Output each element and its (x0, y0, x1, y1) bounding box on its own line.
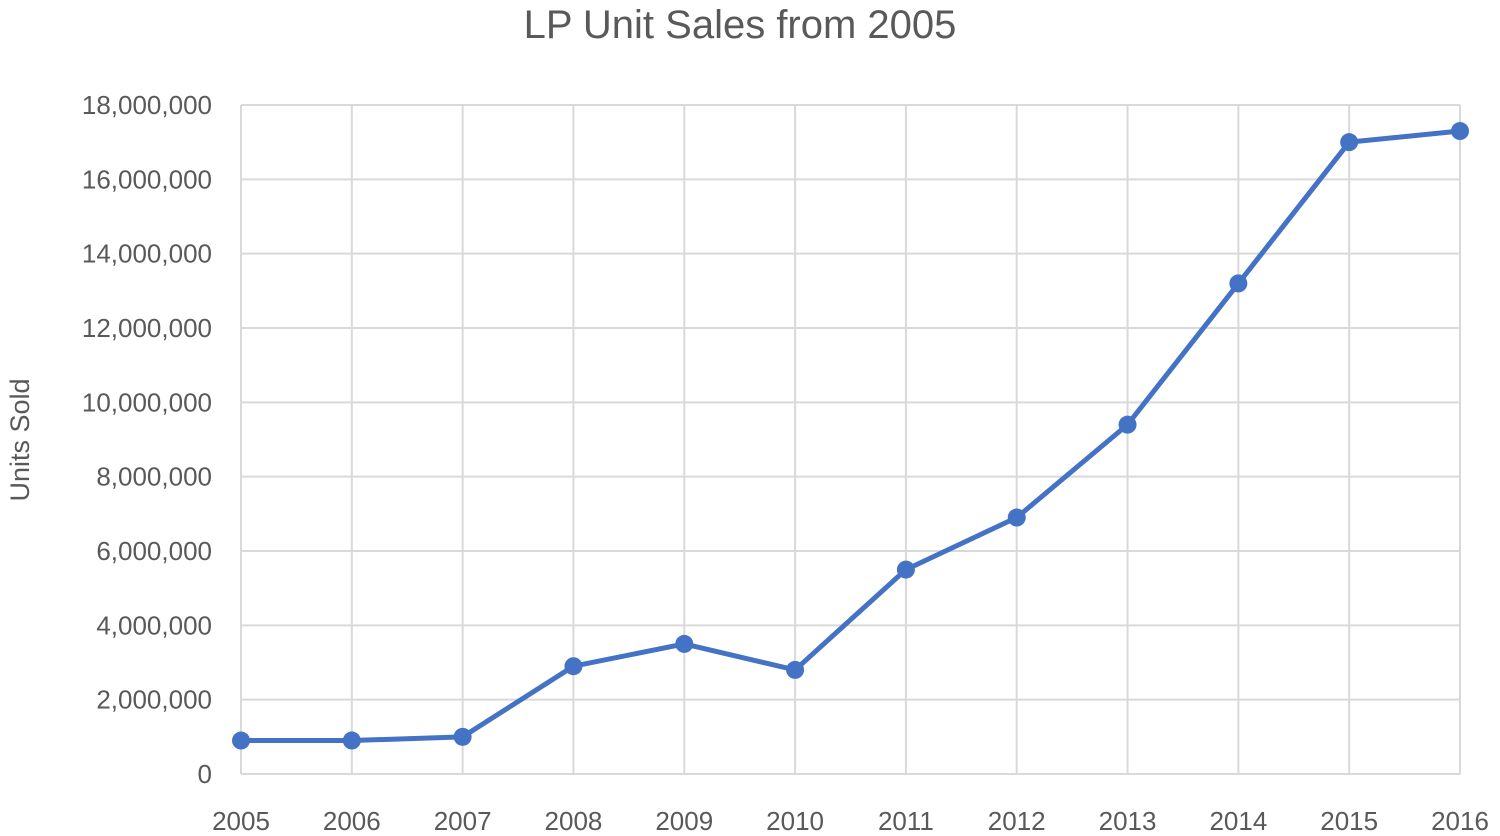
y-tick-label: 10,000,000 (82, 387, 212, 417)
x-axis-ticks: 2005 2006 2007 2008 2009 2010 2011 2012 2013 2014… (212, 806, 1489, 836)
y-axis-label: Units Sold (5, 378, 35, 501)
y-tick-label: 18,000,000 (82, 90, 212, 120)
data-point-marker (342, 731, 361, 750)
series-layer (232, 122, 1469, 750)
data-point-marker (896, 560, 915, 579)
data-point-marker (1340, 133, 1359, 152)
x-tick-label: 2006 (323, 806, 381, 836)
data-point-marker (1229, 274, 1248, 293)
data-point-marker (786, 660, 805, 679)
y-axis-ticks: 0 2,000,000 4,000,000 6,000,000 8,000,000 10,… (82, 90, 212, 789)
y-tick-label: 8,000,000 (96, 462, 212, 492)
y-tick-label: 16,000,000 (82, 164, 212, 194)
y-tick-label: 4,000,000 (96, 610, 212, 640)
x-tick-label: 2009 (655, 806, 713, 836)
data-point-marker (1451, 122, 1469, 141)
x-tick-label: 2011 (878, 806, 934, 836)
data-point-marker (232, 731, 250, 750)
grid-lines (240, 104, 1461, 775)
chart-title: LP Unit Sales from 2005 (524, 3, 957, 47)
series-line (238, 128, 1463, 744)
data-point-marker (453, 727, 472, 746)
y-tick-label: 14,000,000 (82, 239, 212, 269)
x-tick-label: 2016 (1431, 806, 1489, 836)
x-tick-label: 2015 (1320, 806, 1378, 836)
y-tick-label: 6,000,000 (96, 536, 212, 566)
y-tick-label: 0 (198, 759, 212, 789)
x-tick-label: 2007 (434, 806, 492, 836)
x-tick-label: 2010 (766, 806, 824, 836)
data-point-marker (1007, 508, 1026, 527)
y-tick-label: 2,000,000 (96, 685, 212, 715)
data-point-marker (675, 634, 694, 653)
data-point-marker (1118, 415, 1137, 434)
x-tick-label: 2008 (545, 806, 603, 836)
x-tick-label: 2014 (1209, 806, 1267, 836)
x-tick-label: 2013 (1099, 806, 1157, 836)
data-point-marker (564, 657, 583, 676)
y-tick-label: 12,000,000 (82, 313, 212, 343)
x-tick-label: 2012 (988, 806, 1046, 836)
x-tick-label: 2005 (212, 806, 270, 836)
